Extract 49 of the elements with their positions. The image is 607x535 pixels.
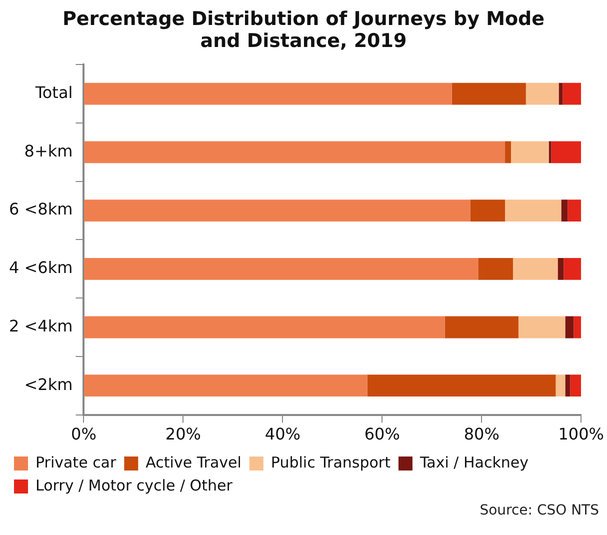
- x-tick-label: 40%: [264, 424, 300, 444]
- bar: [574, 316, 582, 338]
- bar: [84, 316, 445, 338]
- bar: [84, 141, 506, 164]
- bar: [561, 200, 568, 222]
- bar: [505, 141, 511, 164]
- legend-label: Private car: [36, 453, 117, 472]
- legend-label: Lorry / Motor cycle / Other: [36, 476, 234, 494]
- legend-label: Taxi / Hackney: [418, 453, 529, 472]
- x-tick-label: 80%: [464, 424, 500, 444]
- legend-label: Active Travel: [146, 453, 242, 472]
- y-tick-label: Total: [34, 82, 73, 102]
- bar: [570, 374, 582, 397]
- y-tick-label: 4 <6km: [9, 258, 73, 278]
- chart-title: Percentage Distribution of Journeys by Mode and Distance, 2019: [61, 7, 546, 52]
- x-tick-label: 100%: [558, 424, 604, 444]
- y-tick-label: 8+km: [24, 141, 73, 160]
- bar: [526, 82, 559, 105]
- y-tick-label: 6 <8km: [9, 200, 73, 219]
- bar: [444, 316, 518, 338]
- bar: [84, 258, 478, 280]
- bar: [84, 200, 470, 222]
- bar: [84, 82, 452, 105]
- bar: [565, 316, 574, 338]
- x-tick-label: 0%: [71, 424, 96, 444]
- bar: [556, 374, 566, 397]
- x-tick-label: 20%: [165, 424, 201, 444]
- bar: [505, 200, 562, 222]
- bar: [367, 374, 556, 397]
- legend-label: Public Transport: [270, 453, 391, 472]
- bar: [558, 82, 563, 105]
- bar: [568, 200, 582, 222]
- source-note: Source: CSO NTS: [480, 502, 600, 519]
- bar: [452, 82, 526, 105]
- bar: [551, 141, 582, 164]
- bar: [558, 258, 564, 280]
- bar: [470, 200, 506, 222]
- bar: [478, 258, 513, 280]
- bar: [84, 374, 368, 397]
- bar: [564, 258, 582, 280]
- y-tick-label: <2km: [24, 374, 73, 394]
- bar: [518, 316, 566, 338]
- y-tick-label: 2 <4km: [9, 316, 73, 336]
- bar: [565, 374, 570, 397]
- bar: [562, 82, 582, 105]
- x-tick-label: 60%: [364, 424, 400, 444]
- bar: [510, 141, 549, 164]
- bar: [512, 258, 558, 280]
- bar: [548, 141, 552, 164]
